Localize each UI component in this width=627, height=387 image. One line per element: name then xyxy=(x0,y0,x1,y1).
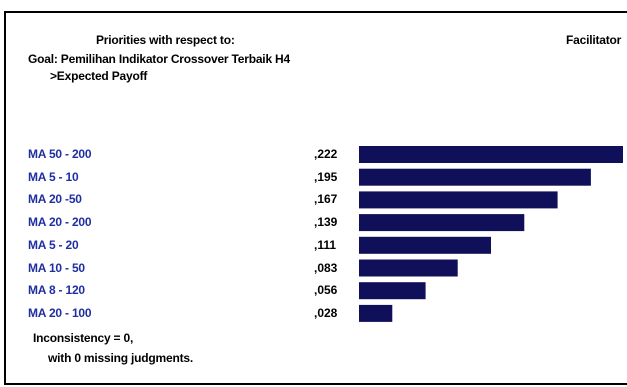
category-label: MA 8 - 120 xyxy=(28,283,85,298)
missing-judgments-text: with 0 missing judgments. xyxy=(48,351,194,365)
criterion-line: >Expected Payoff xyxy=(50,69,148,83)
category-label: MA 50 - 200 xyxy=(28,147,92,161)
facilitator-label: Facilitator xyxy=(566,33,622,47)
category-label: MA 5 - 10 xyxy=(28,169,79,184)
category-label: MA 20 - 200 xyxy=(28,215,92,230)
goal-line: Goal: Pemilihan Indikator Crossover Terb… xyxy=(28,52,290,66)
category-label: MA 10 - 50 xyxy=(28,260,85,275)
category-label: MA 5 - 20 xyxy=(28,237,79,252)
chart-frame xyxy=(4,11,627,385)
value-label: ,111 xyxy=(314,237,337,252)
priorities-title: Priorities with respect to: xyxy=(96,33,235,47)
value-label: ,139 xyxy=(314,215,338,230)
category-label: MA 20 -50 xyxy=(28,192,82,207)
value-label: ,056 xyxy=(314,283,338,298)
category-label: MA 20 - 100 xyxy=(28,305,92,320)
inconsistency-text: Inconsistency = 0, xyxy=(33,331,134,345)
value-label: ,083 xyxy=(314,260,338,275)
value-label: ,222 xyxy=(314,147,338,161)
value-label: ,028 xyxy=(314,305,338,320)
value-label: ,195 xyxy=(314,169,338,184)
value-label: ,167 xyxy=(314,192,338,207)
